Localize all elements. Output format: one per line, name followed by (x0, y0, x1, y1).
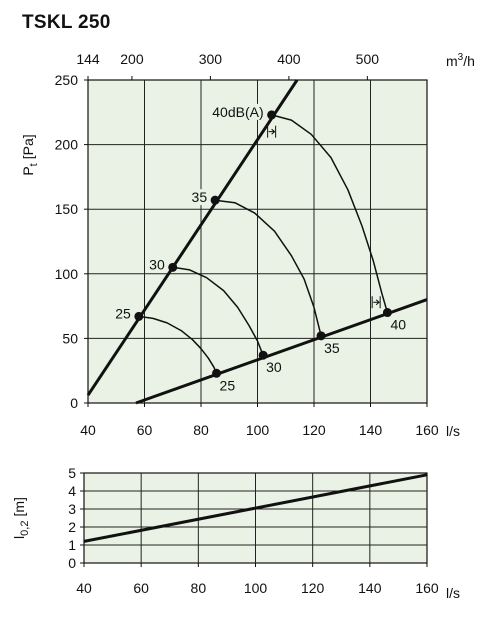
x2-tick-label: 500 (356, 51, 380, 67)
pressure-chart-labels: 25 30 35 40dB(A) 25 30 35 40 (114, 103, 408, 394)
y-tick-label: 4 (68, 483, 76, 499)
x-tick-label: 40 (76, 580, 92, 596)
x-tick-label: 100 (246, 422, 270, 438)
throw-chart-grid (84, 473, 427, 563)
tolerance-arrow (373, 299, 380, 306)
y-tick-label: 3 (68, 501, 76, 517)
operating-point (316, 331, 326, 341)
y-tick-label: 100 (55, 266, 79, 282)
operating-point (210, 195, 220, 205)
throw-chart-ticks: 40 60 80 100 120 140 160 0 1 2 3 4 5 (68, 465, 439, 596)
tolerance-marker (267, 125, 277, 138)
y-tick-label: 250 (55, 72, 79, 88)
sound-level-curve (271, 114, 389, 313)
operating-point (382, 308, 392, 318)
point-label: 30 (266, 359, 282, 375)
x-tick-label: 100 (244, 580, 268, 596)
system-curve-line (86, 79, 299, 397)
operating-point (168, 262, 178, 272)
x-tick-label: 60 (133, 580, 149, 596)
y-tick-label: 5 (68, 465, 76, 481)
x2-tick-label: 200 (120, 51, 144, 67)
pressure-chart-lines (86, 79, 428, 405)
point-label: 30 (149, 256, 165, 272)
x-tick-label: 160 (415, 422, 439, 438)
point-label-bg (218, 377, 237, 394)
sound-level-curve (172, 266, 264, 356)
tolerance-marker (371, 296, 381, 309)
point-label: 25 (220, 377, 236, 393)
point-label: 35 (192, 189, 208, 205)
pressure-chart-points (134, 110, 392, 378)
x2-tick-label: 144 (76, 51, 100, 67)
y-tick-label: 50 (62, 330, 78, 346)
x-tick-label: 60 (137, 422, 153, 438)
point-label-bg (114, 305, 133, 322)
point-label: 25 (115, 305, 131, 321)
x-tick-label: 160 (415, 580, 439, 596)
point-label: 35 (324, 340, 340, 356)
pressure-chart-grid (88, 80, 427, 403)
y-tick-label: 200 (55, 137, 79, 153)
point-label-bg (323, 339, 341, 356)
y-tick-label: 150 (55, 201, 79, 217)
x-tick-label: 40 (80, 422, 96, 438)
system-curve-line (135, 298, 428, 405)
operating-point (258, 350, 268, 360)
chart-title: TSKL 250 (22, 12, 111, 33)
sound-level-curve (215, 199, 322, 336)
x2-tick-label: 300 (199, 51, 223, 67)
x-tick-label: 80 (193, 422, 209, 438)
point-label: 40 (390, 317, 406, 333)
y-tick-label: 0 (70, 395, 78, 411)
y-tick-label: 2 (68, 519, 76, 535)
y-tick-label: 1 (68, 537, 76, 553)
throw-y-axis-label: l0,2[m] (11, 497, 31, 539)
operating-point (134, 311, 144, 321)
y-tick-label: 0 (68, 555, 76, 571)
point-label: 40dB(A) (212, 104, 263, 120)
x-tick-label: 140 (358, 580, 382, 596)
x-tick-label: 120 (302, 422, 326, 438)
x2-tick-label: 400 (277, 51, 301, 67)
x-tick-label: 140 (359, 422, 383, 438)
operating-point (267, 110, 277, 120)
pressure-chart-ticks: 40 60 80 100 120 140 160 0 50 100 150 200 250 144 200 3… (55, 51, 439, 438)
throw-chart-lines (83, 473, 428, 543)
x-tick-label: 120 (301, 580, 325, 596)
point-label-bg (265, 359, 283, 376)
airflow-m3h-axis-label: m3/h (446, 52, 475, 69)
point-label-bg (389, 316, 408, 333)
pressure-y-axis-label: Pt[Pa] (20, 134, 40, 175)
tolerance-arrow (268, 128, 276, 135)
operating-point (212, 368, 222, 378)
point-label-bg (211, 103, 265, 120)
sound-level-curve (138, 315, 218, 374)
throw-line (83, 473, 428, 543)
x-tick-label: 80 (191, 580, 207, 596)
point-label-bg (190, 189, 209, 206)
throw-x-axis-label: l/s (446, 585, 460, 601)
pressure-x-axis-label: l/s (446, 423, 460, 439)
point-label-bg (148, 256, 166, 273)
